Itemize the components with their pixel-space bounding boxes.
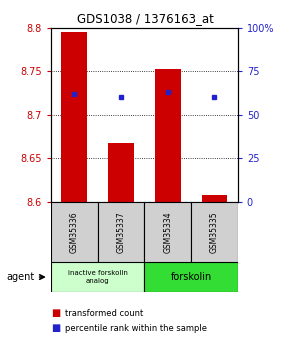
Text: ■: ■ [51,308,60,318]
Text: GSM35336: GSM35336 [70,211,79,253]
Text: forskolin: forskolin [171,272,212,282]
Text: GSM35335: GSM35335 [210,211,219,253]
Text: transformed count: transformed count [65,309,144,318]
Bar [155,69,180,202]
Text: ■: ■ [51,324,60,333]
Text: agent: agent [6,272,35,282]
Bar [108,142,134,202]
Text: inactive forskolin
analog: inactive forskolin analog [68,270,127,284]
Bar [202,195,227,202]
Bar [61,32,87,202]
Bar [97,202,144,262]
Bar [51,262,144,292]
Bar [51,202,97,262]
Text: percentile rank within the sample: percentile rank within the sample [65,324,207,333]
Bar [191,202,238,262]
Text: GSM35334: GSM35334 [163,211,172,253]
Text: GSM35337: GSM35337 [116,211,125,253]
Bar [144,262,238,292]
Text: GDS1038 / 1376163_at: GDS1038 / 1376163_at [77,12,213,25]
Bar [144,202,191,262]
